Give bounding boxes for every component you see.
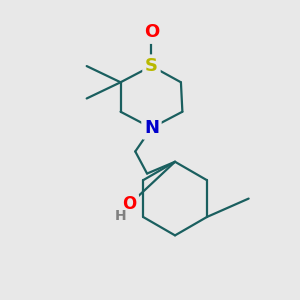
Text: O: O <box>122 196 136 214</box>
Text: O: O <box>144 23 159 41</box>
Text: N: N <box>144 119 159 137</box>
Text: S: S <box>145 57 158 75</box>
Text: H: H <box>115 209 126 223</box>
